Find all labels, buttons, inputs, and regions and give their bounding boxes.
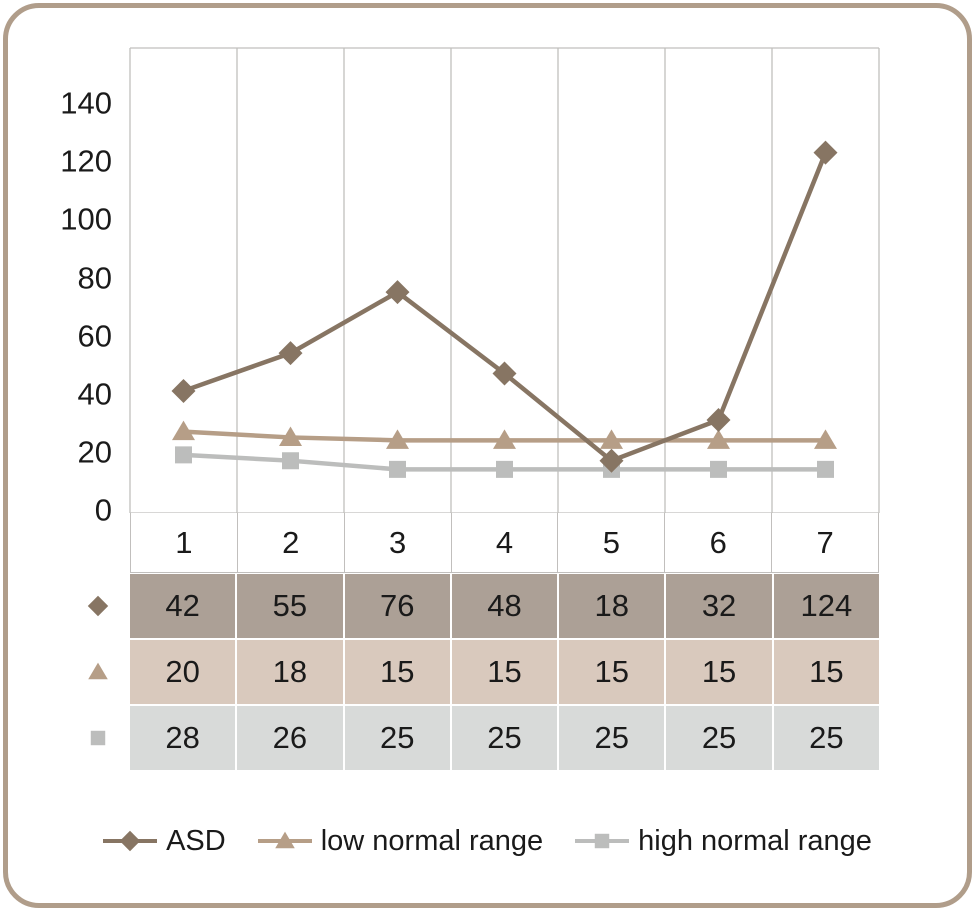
marker-triangle-low-normal-range-6 [707, 429, 730, 449]
legend: ASD low normal range high normal range [0, 812, 975, 870]
table-cell: 42 [130, 574, 236, 638]
marker-diamond-asd-3 [385, 280, 410, 305]
table-cell: 15 [773, 640, 879, 704]
legend-diamond-icon [103, 830, 158, 852]
table-cell: 25 [666, 706, 772, 770]
x-axis-category-label: 5 [558, 513, 666, 573]
table-cell: 15 [344, 640, 450, 704]
marker-square-high-normal-range-2 [282, 452, 299, 470]
table-cell: 15 [559, 640, 665, 704]
x-axis-category-label: 7 [772, 513, 879, 573]
legend-triangle-icon [257, 831, 312, 849]
gridlines [129, 47, 880, 513]
table-cell: 55 [237, 574, 343, 638]
legend-label: high normal range [638, 824, 872, 857]
diamond-icon [87, 595, 109, 617]
series-layer [171, 140, 838, 478]
y-axis-tick-label: 80 [77, 260, 112, 295]
legend-item-low-normal-range: low normal range [257, 824, 544, 858]
table-row-triangle-icon [88, 662, 108, 680]
table-cell: 25 [559, 706, 665, 770]
series-line-asd [182, 151, 828, 464]
marker-square-high-normal-range-1 [175, 446, 192, 464]
x-axis-category-label: 3 [344, 513, 452, 573]
marker-triangle-low-normal-range-1 [172, 420, 195, 441]
marker-triangle-low-normal-range-3 [386, 429, 409, 449]
x-axis-category-label: 1 [131, 513, 238, 573]
line-chart-plot [129, 47, 880, 513]
y-axis-tick-label: 20 [77, 434, 112, 470]
table-cell: 15 [451, 640, 558, 704]
table-cell: 26 [237, 706, 343, 770]
x-axis-category-label: 2 [237, 513, 345, 573]
table-row-diamond-icon [87, 595, 109, 617]
marker-triangle-low-normal-range-7 [814, 429, 837, 449]
table-cell: 25 [451, 706, 558, 770]
table-cell: 76 [344, 574, 450, 638]
table-cell: 15 [666, 640, 772, 704]
table-cell: 32 [666, 574, 772, 638]
y-axis-tick-label: 0 [94, 492, 112, 528]
legend-label: low normal range [320, 824, 544, 857]
data-table: 42 55 76 48 18 32 124 20 18 15 15 15 15 15 28 26 25 25 25 2… [130, 574, 879, 770]
marker-diamond-asd-7 [813, 140, 838, 165]
table-row-square-icon [90, 730, 106, 746]
legend-item-high-normal-range: high normal range [575, 825, 872, 858]
legend-item-asd: ASD [103, 825, 226, 858]
table-cell: 20 [130, 640, 236, 704]
marker-diamond-asd-4 [492, 361, 517, 386]
table-cell: 28 [130, 706, 236, 770]
marker-square-high-normal-range-3 [389, 460, 406, 478]
y-axis-tick-label: 140 [60, 85, 112, 121]
table-cell: 48 [451, 574, 558, 638]
marker-square-high-normal-range-7 [817, 460, 834, 478]
triangle-icon [274, 831, 295, 849]
x-axis-category-label: 6 [665, 513, 773, 573]
y-axis-tick-label: 120 [60, 143, 112, 179]
square-icon [90, 730, 106, 746]
marker-triangle-low-normal-range-5 [600, 429, 623, 449]
square-icon [594, 833, 610, 849]
marker-diamond-asd-2 [278, 341, 303, 366]
table-cell: 18 [237, 640, 343, 704]
y-axis-tick-label: 60 [77, 318, 112, 354]
legend-square-icon [575, 833, 630, 849]
legend-label: ASD [166, 824, 226, 857]
marker-triangle-low-normal-range-2 [279, 426, 302, 446]
table-cell: 18 [559, 574, 665, 638]
table-cell: 25 [773, 706, 879, 770]
y-axis-tick-label: 100 [60, 201, 112, 237]
marker-square-high-normal-range-4 [496, 460, 513, 478]
marker-diamond-asd-5 [599, 448, 624, 473]
diamond-icon [119, 830, 141, 852]
y-axis-tick-label: 40 [77, 376, 112, 412]
marker-triangle-low-normal-range-4 [493, 429, 516, 449]
triangle-icon [88, 662, 108, 680]
marker-diamond-asd-1 [171, 378, 196, 403]
marker-diamond-asd-6 [706, 408, 731, 432]
table-cell: 124 [773, 574, 879, 638]
x-axis-category-label: 4 [451, 513, 559, 573]
table-cell: 25 [344, 706, 450, 770]
marker-square-high-normal-range-6 [710, 460, 727, 478]
